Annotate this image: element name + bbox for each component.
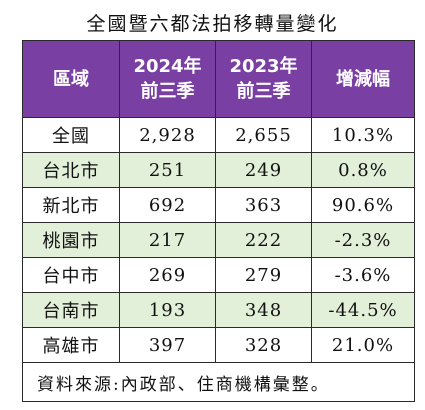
- source-note: 資料來源:內政部、住商機構彙整。: [22, 362, 415, 402]
- cell-change: 21.0%: [311, 327, 415, 363]
- cell-region: 新北市: [22, 187, 120, 223]
- table-row: 高雄市 397 328 21.0%: [22, 327, 415, 363]
- cell-2023: 348: [215, 292, 312, 328]
- table-title: 全國暨六都法拍移轉量變化: [86, 13, 339, 35]
- header-2024: 2024年 前三季: [119, 40, 216, 118]
- table-row: 桃園市 217 222 -2.3%: [22, 222, 415, 258]
- cell-change: 10.3%: [311, 117, 415, 153]
- cell-2024: 193: [119, 292, 216, 328]
- cell-2023: 328: [215, 327, 312, 363]
- header-region: 區域: [22, 40, 120, 118]
- header-change: 增減幅: [311, 40, 415, 118]
- cell-2023: 279: [215, 257, 312, 293]
- cell-region: 台南市: [22, 292, 120, 328]
- table-row: 新北市 692 363 90.6%: [22, 187, 415, 223]
- cell-change: 0.8%: [311, 152, 415, 188]
- table-row: 全國 2,928 2,655 10.3%: [22, 117, 415, 153]
- header-2023: 2023年 前三季: [215, 40, 312, 118]
- cell-change: -3.6%: [311, 257, 415, 293]
- cell-2024: 251: [119, 152, 216, 188]
- cell-2024: 217: [119, 222, 216, 258]
- cell-2024: 397: [119, 327, 216, 363]
- table-row: 台中市 269 279 -3.6%: [22, 257, 415, 293]
- cell-2023: 363: [215, 187, 312, 223]
- cell-region: 桃園市: [22, 222, 120, 258]
- table-row: 台南市 193 348 -44.5%: [22, 292, 415, 328]
- cell-2024: 269: [119, 257, 216, 293]
- cell-change: -44.5%: [311, 292, 415, 328]
- source-row: 資料來源:內政部、住商機構彙整。: [22, 362, 415, 402]
- cell-region: 台中市: [22, 257, 120, 293]
- cell-2023: 222: [215, 222, 312, 258]
- cell-region: 高雄市: [22, 327, 120, 363]
- cell-change: -2.3%: [311, 222, 415, 258]
- cell-2023: 2,655: [215, 117, 312, 153]
- transfer-volume-table: 區域 2024年 前三季 2023年 前三季 增減幅 全國 2,928 2,655 …: [22, 40, 415, 402]
- header-row: 區域 2024年 前三季 2023年 前三季 增減幅: [22, 40, 415, 118]
- cell-2024: 2,928: [119, 117, 216, 153]
- table-row: 台北市 251 249 0.8%: [22, 152, 415, 188]
- cell-change: 90.6%: [311, 187, 415, 223]
- cell-2024: 692: [119, 187, 216, 223]
- cell-region: 台北市: [22, 152, 120, 188]
- cell-2023: 249: [215, 152, 312, 188]
- cell-region: 全國: [22, 117, 120, 153]
